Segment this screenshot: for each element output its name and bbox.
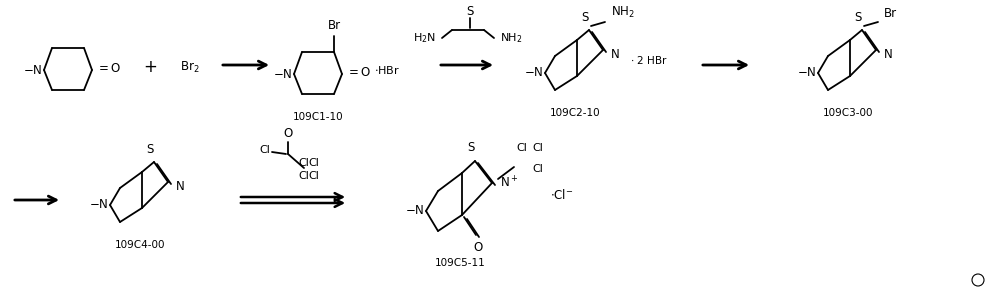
Text: $=$O: $=$O <box>96 61 121 75</box>
Text: S: S <box>581 11 589 24</box>
Text: $\cdot$ 2 HBr: $\cdot$ 2 HBr <box>630 54 668 66</box>
Text: $-$N: $-$N <box>89 198 108 211</box>
Text: 109C4-00: 109C4-00 <box>115 240 165 250</box>
Text: $-$N: $-$N <box>273 67 292 80</box>
Text: Br$_2$: Br$_2$ <box>180 59 200 75</box>
Text: N: N <box>176 179 185 192</box>
Text: Br: Br <box>884 7 897 20</box>
Text: N: N <box>884 48 893 61</box>
Text: O: O <box>473 241 483 254</box>
Text: S: S <box>466 5 474 18</box>
Text: $-$N: $-$N <box>405 205 424 217</box>
Text: N: N <box>611 48 620 61</box>
Text: NH$_2$: NH$_2$ <box>500 31 523 45</box>
Text: 109C2-10: 109C2-10 <box>550 108 600 118</box>
Text: S: S <box>146 143 154 156</box>
Text: O: O <box>283 127 293 140</box>
Text: 109C5-11: 109C5-11 <box>435 258 485 268</box>
Text: H$_2$N: H$_2$N <box>413 31 436 45</box>
Text: Cl: Cl <box>298 171 309 181</box>
Text: $-$N: $-$N <box>23 64 42 77</box>
Text: Br: Br <box>327 19 341 32</box>
Text: 109C3-00: 109C3-00 <box>823 108 873 118</box>
Text: Cl: Cl <box>516 143 527 153</box>
Text: $=$O: $=$O <box>346 66 371 78</box>
Text: Cl: Cl <box>308 158 319 168</box>
Text: $-$N: $-$N <box>524 67 543 80</box>
Text: $\cdot$HBr: $\cdot$HBr <box>374 64 400 76</box>
Text: N$^+$: N$^+$ <box>500 175 519 191</box>
Text: Cl: Cl <box>308 171 319 181</box>
Text: Cl: Cl <box>532 143 543 153</box>
Text: S: S <box>854 11 862 24</box>
Text: $+$: $+$ <box>143 58 157 76</box>
Text: Cl: Cl <box>259 145 270 155</box>
Text: NH$_2$: NH$_2$ <box>611 5 635 20</box>
Text: Cl: Cl <box>298 158 309 168</box>
Text: Cl: Cl <box>532 164 543 174</box>
Text: $-$N: $-$N <box>797 67 816 80</box>
Text: 109C1-10: 109C1-10 <box>293 112 343 122</box>
Text: $\cdot$Cl$^{-}$: $\cdot$Cl$^{-}$ <box>550 188 573 202</box>
Text: S: S <box>467 141 475 154</box>
